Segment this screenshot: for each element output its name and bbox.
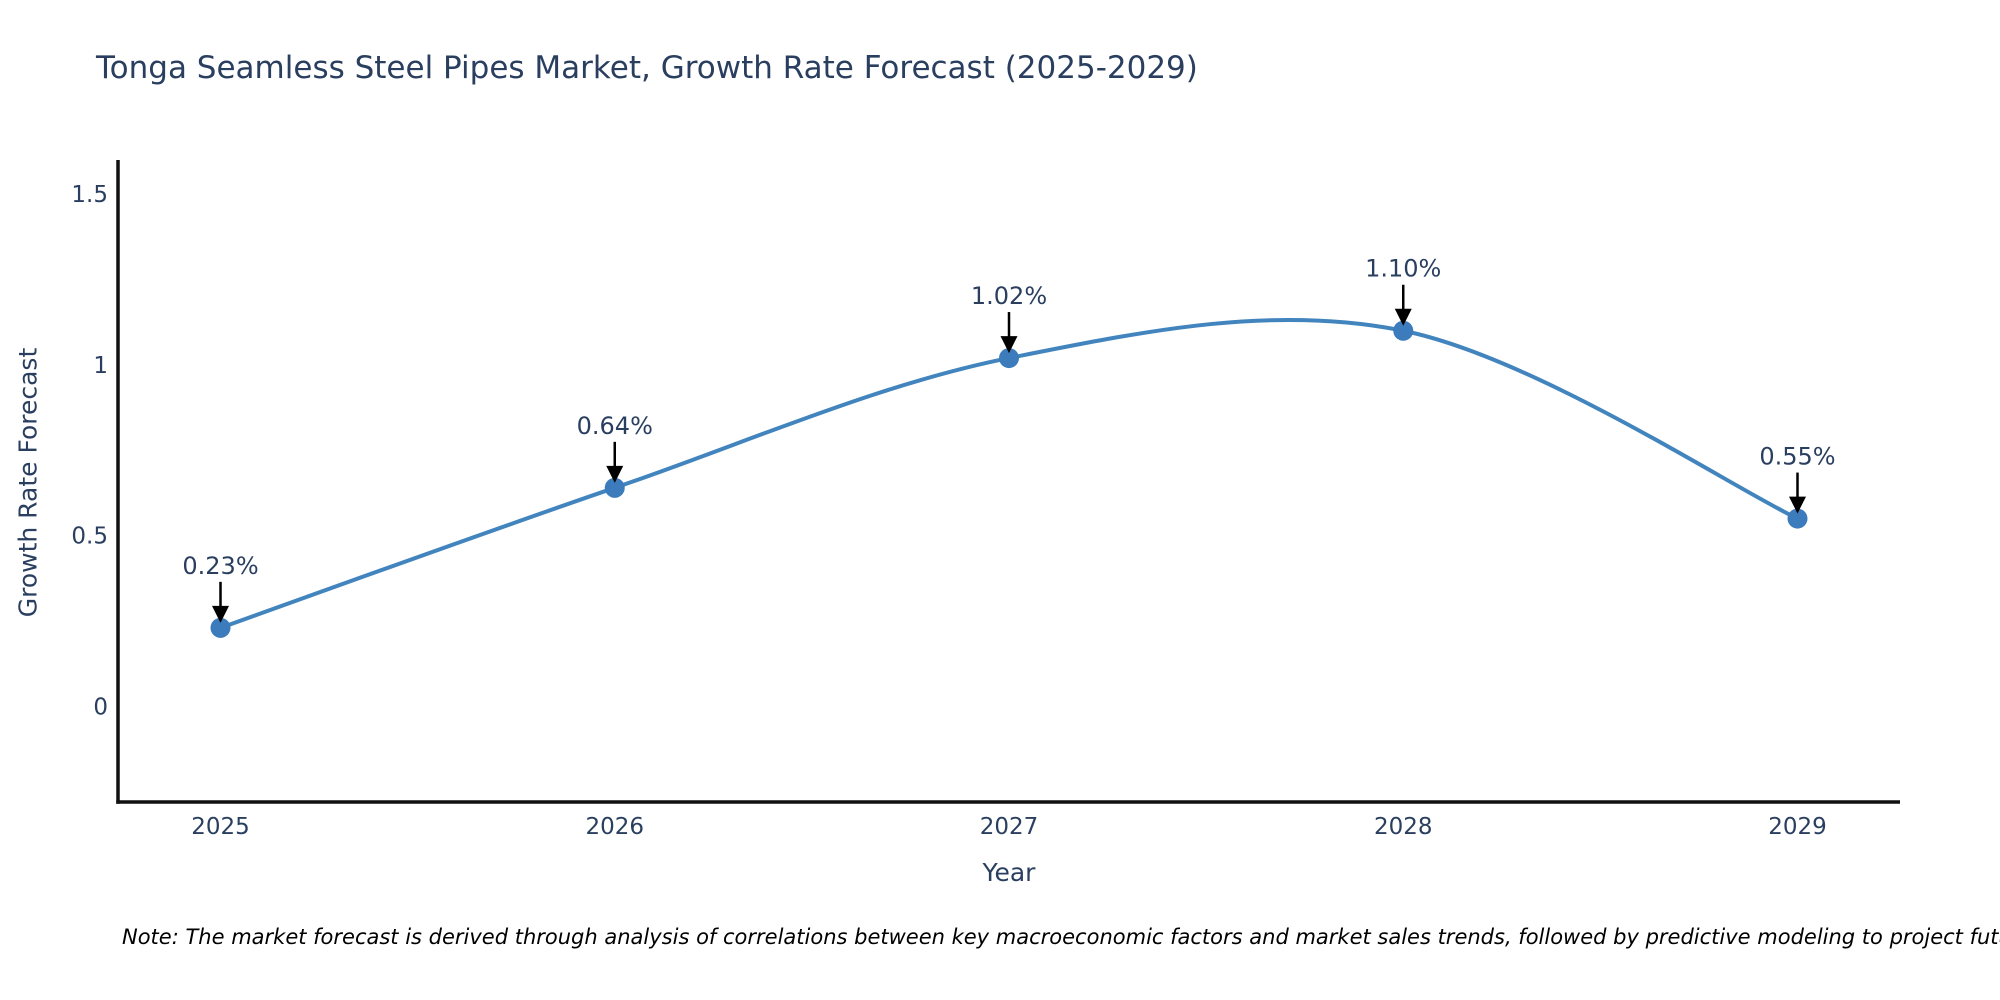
x-axis-title: Year bbox=[982, 858, 1036, 887]
annotation-arrow-head bbox=[1394, 308, 1412, 326]
annotation-arrow-head bbox=[606, 465, 624, 483]
x-tick-label: 2025 bbox=[191, 814, 250, 840]
point-annotation: 0.64% bbox=[577, 412, 653, 440]
point-annotation: 0.55% bbox=[1759, 443, 1835, 471]
annotation-arrow-head bbox=[212, 605, 230, 623]
data-point-marker[interactable] bbox=[210, 617, 231, 638]
annotation-arrow-head bbox=[1788, 496, 1806, 514]
data-point-marker[interactable] bbox=[604, 477, 625, 498]
x-tick-label: 2027 bbox=[980, 814, 1039, 840]
y-tick-label: 1.5 bbox=[71, 182, 108, 208]
x-tick-label: 2029 bbox=[1768, 814, 1827, 840]
data-point-marker[interactable] bbox=[999, 348, 1019, 369]
x-tick-label: 2026 bbox=[585, 814, 644, 840]
point-annotation: 0.23% bbox=[182, 552, 258, 580]
chart-title: Tonga Seamless Steel Pipes Market, Growt… bbox=[96, 50, 1198, 86]
data-point-marker[interactable] bbox=[1787, 508, 1808, 529]
annotation-arrow-head bbox=[1000, 336, 1018, 354]
point-annotation: 1.10% bbox=[1365, 255, 1441, 283]
footnote: Note: The market forecast is derived thr… bbox=[122, 925, 2000, 949]
y-tick-label: 0 bbox=[93, 694, 108, 720]
x-tick-label: 2028 bbox=[1374, 814, 1433, 840]
y-tick-label: 1 bbox=[93, 353, 108, 379]
point-annotation: 1.02% bbox=[971, 282, 1047, 310]
data-point-marker[interactable] bbox=[1393, 320, 1414, 341]
y-tick-label: 0.5 bbox=[71, 524, 108, 550]
